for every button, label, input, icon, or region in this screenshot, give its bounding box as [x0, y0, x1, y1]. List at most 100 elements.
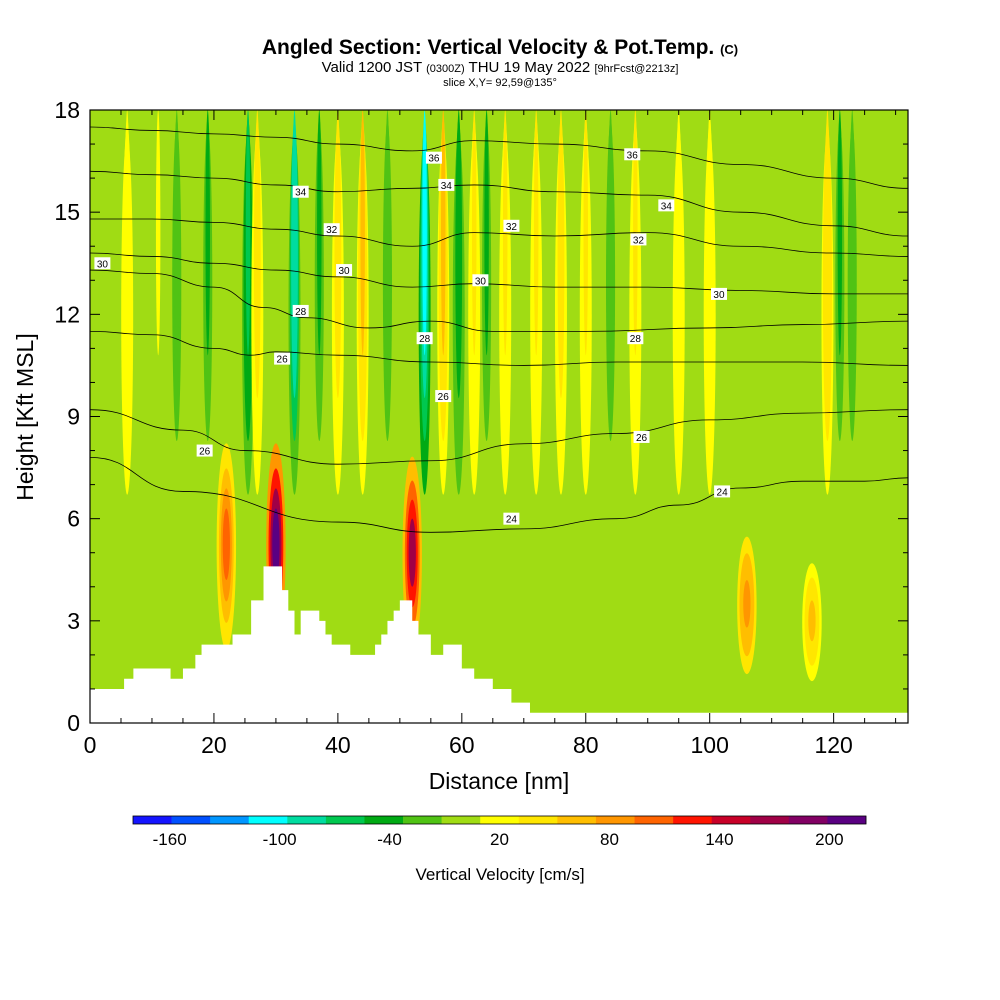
title-main: Angled Section: Vertical Velocity & Pot.… — [261, 36, 715, 59]
isentrope-32 — [90, 218, 908, 257]
terrain — [90, 566, 908, 723]
contour-label-box — [435, 390, 452, 403]
contour-label: 28 — [295, 307, 307, 318]
colorbar-swatch — [518, 816, 558, 824]
contour-label-box — [627, 332, 644, 345]
updraft-column-20 — [530, 110, 543, 495]
velocity-band — [174, 110, 179, 356]
valid-time: Valid 1200 JST — [321, 59, 422, 76]
colorbar-swatch — [634, 816, 674, 824]
isentrope-26 — [90, 330, 908, 366]
field-background — [90, 110, 908, 723]
velocity-band — [385, 110, 390, 356]
contour-label-box — [503, 219, 520, 232]
isentrope-24 — [90, 456, 908, 533]
contour-label-box — [630, 233, 647, 246]
contour-label: 26 — [277, 355, 289, 366]
contour-label-box — [658, 199, 675, 212]
colorbar-label: Vertical Velocity [cm/s] — [415, 865, 584, 884]
velocity-band — [676, 110, 681, 356]
updraft-column-0 — [121, 110, 134, 495]
contour-label: 34 — [295, 188, 307, 199]
velocity-band — [408, 518, 416, 587]
contour-label-box — [710, 287, 727, 300]
updraft-column-29 — [821, 110, 834, 495]
updraft-column-2 — [170, 110, 183, 495]
colorbar-tick-label: -40 — [377, 830, 402, 849]
contour-label: 30 — [97, 259, 109, 270]
title-unit: (C) — [720, 42, 739, 57]
x-tick-label: 60 — [449, 732, 475, 758]
contour-label: 24 — [506, 515, 518, 526]
y-tick-label: 3 — [67, 608, 80, 634]
updraft-column-3 — [201, 110, 214, 495]
velocity-band — [317, 110, 322, 356]
contour-label-box — [292, 304, 309, 317]
velocity-band — [608, 110, 613, 356]
isentrope-26 — [90, 409, 908, 465]
updraft-column-31 — [846, 110, 859, 495]
contour-label: 36 — [627, 150, 639, 161]
updraft-column-21 — [554, 110, 567, 495]
velocity-band — [583, 110, 588, 356]
velocity-band — [456, 110, 461, 356]
velocity-band — [808, 600, 816, 642]
colorbar-swatch — [711, 816, 751, 824]
contour-label: 32 — [633, 235, 645, 246]
contour-label-box — [472, 274, 489, 287]
colorbar-swatch — [287, 816, 327, 824]
contour-label-box — [323, 223, 340, 236]
contour-label: 36 — [428, 154, 440, 165]
contour-label: 34 — [661, 201, 673, 212]
forecast-info: [9hrFcst@2213z] — [594, 63, 679, 75]
velocity-band — [533, 110, 539, 356]
velocity-band — [205, 110, 210, 356]
isentrope-30 — [90, 252, 908, 295]
contour-label-box — [196, 444, 213, 457]
contour-label-box — [438, 178, 455, 191]
velocity-band — [502, 110, 508, 356]
velocity-band — [155, 110, 161, 356]
contour-label: 24 — [717, 487, 729, 498]
contour-label-box — [714, 485, 731, 498]
x-tick-label: 120 — [814, 732, 852, 758]
colorbar-tick-label: 200 — [815, 830, 843, 849]
colorbar-swatch — [403, 816, 442, 824]
y-tick-label: 15 — [54, 199, 80, 225]
contour-labels: 36 36 34 34 34 32 32 32 30 30 30 30 28 28 28 26 26 26 26 24… — [94, 148, 731, 526]
velocity-band — [245, 110, 251, 356]
updraft-column-5 — [242, 110, 255, 495]
colorbar-swatch — [364, 816, 404, 824]
contour-label: 32 — [506, 222, 518, 233]
slice-info: slice X,Y= 92,59@135° — [443, 77, 557, 89]
y-tick-label: 0 — [67, 710, 80, 736]
updraft-column-12 — [381, 110, 394, 495]
velocity-band — [222, 508, 230, 580]
velocity-band — [825, 110, 830, 356]
y-tick-label: 18 — [54, 97, 80, 123]
y-tick-label: 9 — [67, 404, 80, 430]
updraft-column-28 — [802, 563, 822, 682]
velocity-band — [124, 110, 130, 356]
contour-label-box — [292, 185, 309, 198]
y-tick-label: 6 — [67, 506, 80, 532]
contour-label: 26 — [199, 447, 211, 458]
colorbar-swatch — [788, 816, 828, 824]
x-tick-label: 40 — [325, 732, 351, 758]
y-tick-label: 12 — [54, 301, 80, 327]
colorbar-swatch — [557, 816, 597, 824]
contour-label-box — [94, 257, 111, 270]
velocity-field — [90, 110, 908, 723]
colorbar-swatch — [673, 816, 712, 824]
contour-label: 32 — [326, 225, 338, 236]
velocity-band — [440, 110, 446, 356]
updraft-column-6 — [251, 110, 264, 495]
contour-label-box — [274, 352, 291, 365]
colorbar-swatch — [325, 816, 365, 824]
colorbar-swatch — [480, 816, 520, 824]
updraft-column-9 — [313, 110, 326, 495]
colorbar-frame — [132, 815, 867, 825]
updraft-column-17 — [468, 110, 481, 495]
x-tick-label: 80 — [573, 732, 599, 758]
